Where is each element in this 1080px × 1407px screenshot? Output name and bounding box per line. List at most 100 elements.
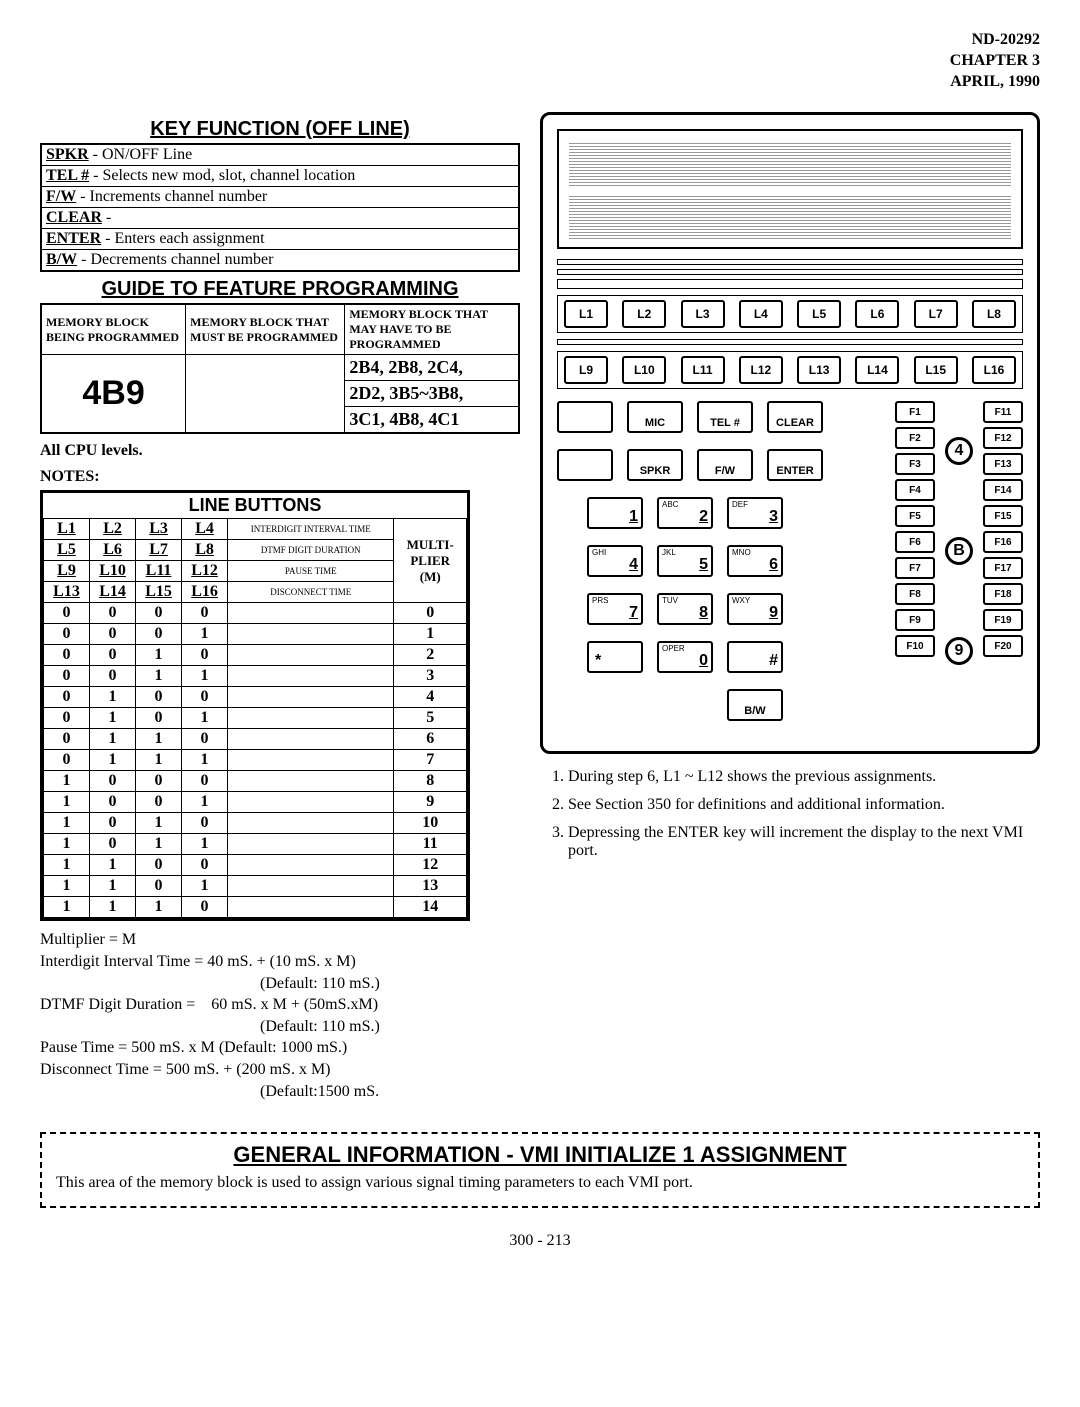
line-cell: 0 — [182, 687, 228, 708]
line-cell: 1 — [90, 855, 136, 876]
keypad-button: 1 — [587, 497, 643, 529]
multiplier-cell: 8 — [394, 771, 467, 792]
line-cell: 1 — [90, 729, 136, 750]
page-number: 300 - 213 — [40, 1232, 1040, 1250]
line-cell: 0 — [182, 729, 228, 750]
line-cell: 1 — [44, 834, 90, 855]
line-cell: 1 — [136, 813, 182, 834]
guide-block: 4B9 — [41, 355, 186, 434]
f-button: F19 — [983, 609, 1023, 631]
f-button: F6 — [895, 531, 935, 553]
bar-icon — [557, 279, 1023, 289]
l-button: L3 — [681, 300, 725, 328]
l-button: L6 — [855, 300, 899, 328]
l-button: L13 — [797, 356, 841, 384]
general-text: This area of the memory block is used to… — [56, 1174, 1024, 1192]
kf-key: TEL # — [46, 167, 89, 184]
line-cell: 0 — [44, 729, 90, 750]
multiplier-cell: 14 — [394, 897, 467, 918]
keypad-button: # — [727, 641, 783, 673]
line-cell: 1 — [44, 855, 90, 876]
keypad-button: ENTER — [767, 449, 823, 481]
kf-desc: - ON/OFF Line — [89, 146, 193, 163]
f-button: F12 — [983, 427, 1023, 449]
line-cell: 0 — [182, 645, 228, 666]
callout-circle: 4 — [945, 437, 973, 465]
l-button: L16 — [972, 356, 1016, 384]
line-cell: 1 — [182, 792, 228, 813]
keypad-button: MNO6 — [727, 545, 783, 577]
f-button: F17 — [983, 557, 1023, 579]
multiplier-cell: 5 — [394, 708, 467, 729]
line-cell: 1 — [182, 876, 228, 897]
blank-button — [557, 401, 613, 433]
line-cell: 0 — [136, 855, 182, 876]
line-cell: 0 — [182, 897, 228, 918]
l-button: L7 — [914, 300, 958, 328]
multiplier-cell: 6 — [394, 729, 467, 750]
line-cell: 1 — [182, 834, 228, 855]
line-cell: 0 — [44, 645, 90, 666]
keypad-button: TEL # — [697, 401, 753, 433]
line-cell: 1 — [44, 813, 90, 834]
line-cell: 0 — [44, 603, 90, 624]
f-button: F13 — [983, 453, 1023, 475]
multiplier-cell: 10 — [394, 813, 467, 834]
keypad-button: * — [587, 641, 643, 673]
line-cell: 1 — [90, 750, 136, 771]
key-function-title: KEY FUNCTION (OFF LINE) — [40, 118, 520, 141]
general-title: GENERAL INFORMATION - VMI INITIALIZE 1 A… — [56, 1142, 1024, 1168]
kf-desc: - Decrements channel number — [77, 251, 273, 268]
notes-list: During step 6, L1 ~ L12 shows the previo… — [540, 768, 1040, 860]
kf-desc: - Increments channel number — [76, 188, 267, 205]
guide-h3: MEMORY BLOCK THAT MAY HAVE TO BE PROGRAM… — [345, 304, 519, 355]
kf-desc: - Selects new mod, slot, channel locatio… — [89, 167, 355, 184]
f-button: F11 — [983, 401, 1023, 423]
guide-h2: MEMORY BLOCK THAT MUST BE PROGRAMMED — [186, 304, 345, 355]
f-column: F11F12F13F14F15F16F17F18F19F20 — [983, 401, 1023, 657]
keypad-button: PRS7 — [587, 593, 643, 625]
f-button: F3 — [895, 453, 935, 475]
keypad: MICTEL #CLEARSPKRF/WENTER1ABC2DEF3GHI4JK… — [557, 401, 885, 737]
f-button: F5 — [895, 505, 935, 527]
guide-h1: MEMORY BLOCK BEING PROGRAMMED — [41, 304, 186, 355]
l-button: L12 — [739, 356, 783, 384]
notes-label: NOTES: — [40, 468, 520, 486]
l-button-row: L1L2L3L4L5L6L7L8 — [557, 295, 1023, 333]
note-item: During step 6, L1 ~ L12 shows the previo… — [568, 768, 1040, 786]
line-cell: 0 — [90, 624, 136, 645]
cpu-line: All CPU levels. — [40, 442, 520, 460]
line-cell: 0 — [136, 624, 182, 645]
bar-icon — [557, 259, 1023, 265]
doc-date: APRIL, 1990 — [40, 72, 1040, 93]
f-button: F20 — [983, 635, 1023, 657]
line-cell: 0 — [136, 603, 182, 624]
line-cell: 0 — [136, 771, 182, 792]
line-cell: 0 — [90, 813, 136, 834]
line-cell: 0 — [90, 666, 136, 687]
line-cell: 0 — [44, 624, 90, 645]
line-cell: 1 — [44, 897, 90, 918]
f-button: F7 — [895, 557, 935, 579]
multiplier-cell: 0 — [394, 603, 467, 624]
l-button: L9 — [564, 356, 608, 384]
keypad-button: MIC — [627, 401, 683, 433]
line-cell: 1 — [136, 666, 182, 687]
kf-desc: - Enters each assignment — [101, 230, 265, 247]
multiplier-cell: 11 — [394, 834, 467, 855]
bw-button: B/W — [727, 689, 783, 721]
f-button: F4 — [895, 479, 935, 501]
line-cell: 1 — [182, 624, 228, 645]
f-button: F14 — [983, 479, 1023, 501]
line-cell: 1 — [136, 645, 182, 666]
l-button: L8 — [972, 300, 1016, 328]
multiplier-cell: 1 — [394, 624, 467, 645]
line-cell: 0 — [90, 771, 136, 792]
l-button: L14 — [855, 356, 899, 384]
line-cell: 0 — [136, 687, 182, 708]
keypad-button: TUV8 — [657, 593, 713, 625]
kf-key: F/W — [46, 188, 76, 205]
f-button: F18 — [983, 583, 1023, 605]
f-button: F15 — [983, 505, 1023, 527]
line-cell: 0 — [136, 876, 182, 897]
